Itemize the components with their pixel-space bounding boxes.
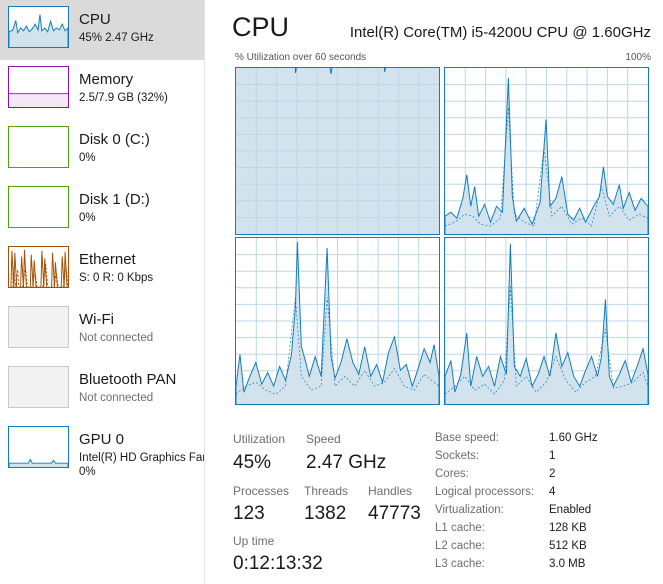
cores-label: Cores: [435,468,469,480]
virtualization-value: Enabled [549,504,592,516]
wifi-graph-icon [8,306,69,348]
sidebar-item-title: CPU [79,11,111,28]
main-panel: CPU Intel(R) Core(TM) i5-4200U CPU @ 1.6… [206,0,663,584]
cpu-core-graph-1[interactable] [444,67,649,235]
page-title: CPU [232,12,290,42]
gpu-graph-icon [8,426,69,468]
cores-value: 2 [549,468,556,480]
virtualization-label: Virtualization: [435,504,504,516]
sidebar-item-value: 0% [79,466,96,478]
sidebar-item-subtitle: 2.5/7.9 GB (32%) [79,92,168,104]
sidebar-item-gpu-0[interactable]: GPU 0 Intel(R) HD Graphics Fan 0% [0,420,204,480]
core-graph-svg [236,68,439,234]
ethernet-graph-icon [8,246,69,288]
cpu-core-graph-3[interactable] [444,237,649,405]
processes-value: 123 [233,503,265,524]
processes-label: Processes [233,484,290,498]
sidebar-item-subtitle: S: 0 R: 0 Kbps [79,272,154,284]
sidebar-item-title: Disk 1 (D:) [79,191,150,208]
sidebar: CPU 45% 2.47 GHz Memory 2.5/7.9 GB (32%)… [0,0,205,584]
logical-processors-label: Logical processors: [435,486,535,498]
core-graph-svg [445,68,648,234]
l2-cache-label: L2 cache: [435,540,485,552]
sidebar-item-subtitle: Not connected [79,392,154,404]
graph-max-label: 100% [625,52,651,63]
cpu-core-graph-0[interactable] [235,67,440,235]
sidebar-item-title: Memory [79,71,134,88]
l3-cache-label: L3 cache: [435,558,485,570]
sidebar-item-wifi[interactable]: Wi-Fi Not connected [0,300,204,360]
base-speed-value: 1.60 GHz [549,432,598,444]
cpu-model-name: Intel(R) Core(TM) i5-4200U CPU @ 1.60GHz [349,24,651,41]
cpu-core-graph-2[interactable] [235,237,440,405]
speed-value: 2.47 GHz [306,452,387,473]
speed-label: Speed [306,432,341,446]
sidebar-item-title: Bluetooth PAN [79,371,177,388]
sidebar-item-subtitle: Not connected [79,332,154,344]
sidebar-item-title: Disk 0 (C:) [79,131,150,148]
sidebar-item-subtitle: 0% [79,152,96,164]
uptime-value: 0:12:13:32 [233,553,323,574]
core-graph-svg [236,238,439,404]
sidebar-item-title: GPU 0 [79,431,125,448]
sidebar-item-ethernet[interactable]: Ethernet S: 0 R: 0 Kbps [0,240,204,300]
sidebar-item-disk-1[interactable]: Disk 1 (D:) 0% [0,180,204,240]
bluetooth-graph-icon [8,366,69,408]
handles-label: Handles [368,484,413,498]
utilization-value: 45% [233,452,272,473]
disk-graph-icon [8,186,69,228]
utilization-label: Utilization [233,432,286,446]
uptime-label: Up time [233,534,275,548]
l1-cache-value: 128 KB [549,522,587,534]
l1-cache-label: L1 cache: [435,522,485,534]
sidebar-item-disk-0[interactable]: Disk 0 (C:) 0% [0,120,204,180]
sidebar-item-subtitle: Intel(R) HD Graphics Fan [79,452,204,464]
sidebar-item-subtitle: 0% [79,212,96,224]
core-graph-svg [445,238,648,404]
sidebar-item-bluetooth-pan[interactable]: Bluetooth PAN Not connected [0,360,204,420]
sidebar-item-title: Ethernet [79,251,136,268]
cpu-graph-icon [8,6,69,48]
sidebar-item-subtitle: 45% 2.47 GHz [79,32,154,44]
sidebar-item-memory[interactable]: Memory 2.5/7.9 GB (32%) [0,60,204,120]
sockets-label: Sockets: [435,450,480,462]
sockets-value: 1 [549,450,556,462]
handles-value: 47773 [368,503,421,524]
sidebar-item-title: Wi-Fi [79,311,114,328]
base-speed-label: Base speed: [435,432,499,444]
disk-graph-icon [8,126,69,168]
l3-cache-value: 3.0 MB [549,558,586,570]
threads-value: 1382 [304,503,347,524]
threads-label: Threads [304,484,349,498]
sidebar-item-cpu[interactable]: CPU 45% 2.47 GHz [0,0,204,60]
logical-processors-value: 4 [549,486,556,498]
memory-graph-icon [8,66,69,108]
l2-cache-value: 512 KB [549,540,587,552]
graph-caption: % Utilization over 60 seconds [235,52,367,63]
